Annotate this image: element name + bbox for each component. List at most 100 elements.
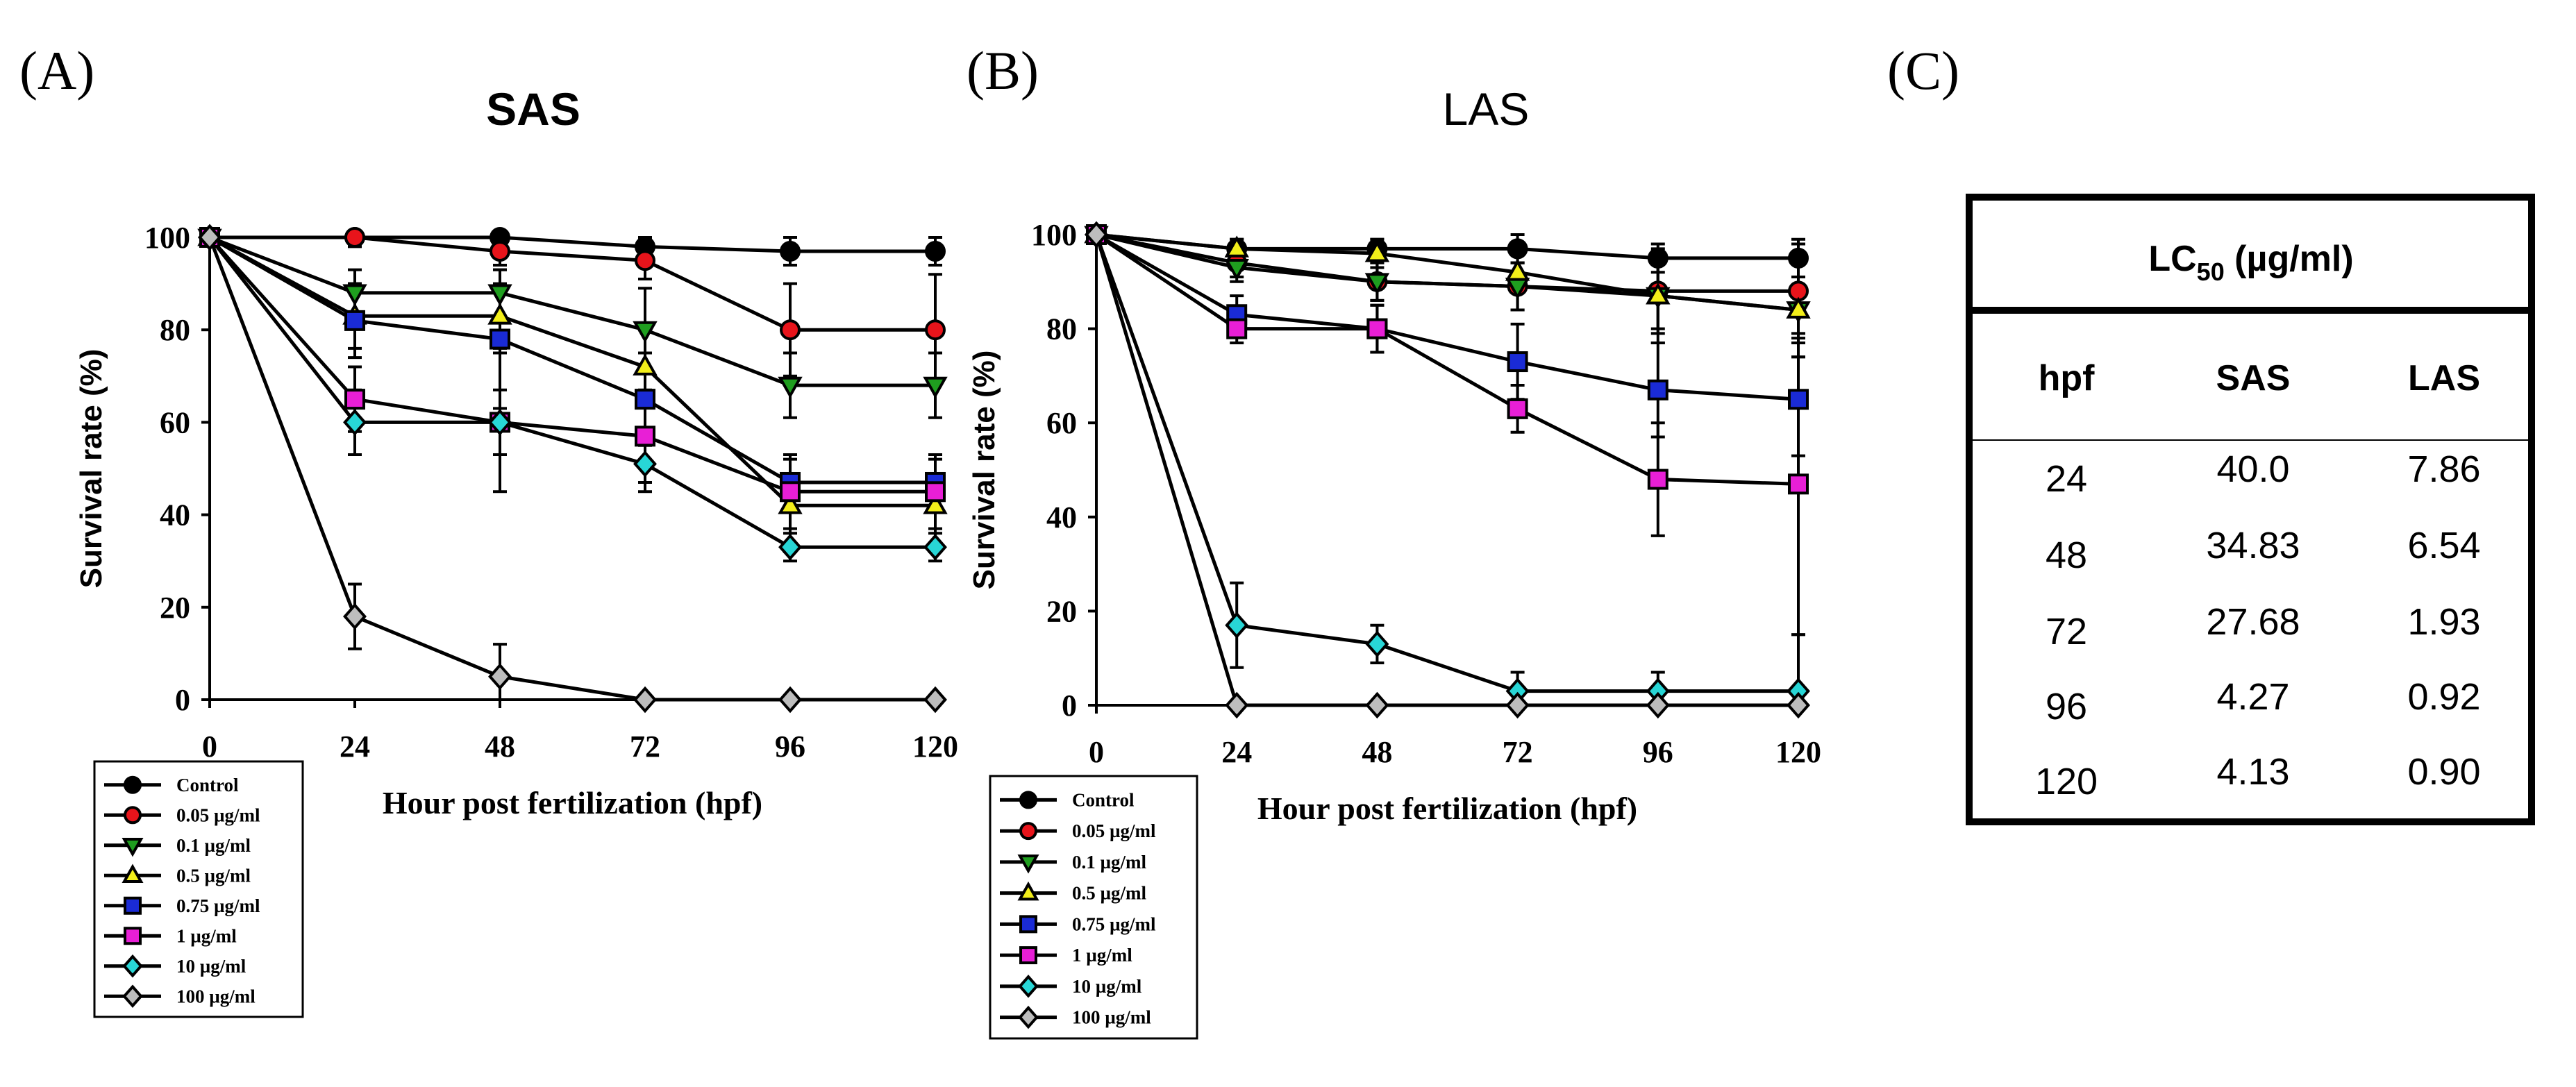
data-point: [1226, 318, 1248, 339]
y-tick-label: 20: [160, 591, 190, 625]
legend-marker: [124, 927, 142, 945]
legend-marker: [1019, 791, 1037, 809]
data-point: [1786, 296, 1811, 319]
data-point: [198, 224, 221, 251]
table-cell: 34.83: [2206, 525, 2300, 566]
series-markers: [1085, 221, 1810, 705]
legend-label: 1 µg/ml: [1072, 945, 1132, 966]
y-tick-label: 60: [160, 405, 190, 439]
data-point: [1505, 691, 1530, 719]
data-point: [1507, 351, 1528, 373]
data-point: [1787, 691, 1810, 719]
y-axis-label: Survival rate (%): [967, 351, 1001, 590]
table-cell: 24: [2046, 458, 2087, 500]
data-point: [778, 376, 803, 399]
x-tick-label: 24: [340, 730, 370, 764]
legend-marker: [122, 837, 144, 857]
data-point: [1365, 630, 1389, 658]
legend-marker: [124, 806, 142, 825]
chart-b-title: LAS: [1443, 83, 1530, 135]
legend-marker: [1019, 822, 1037, 841]
series-markers: [1084, 221, 1811, 319]
series-line: [208, 236, 935, 494]
legend-label: 0.1 µg/ml: [176, 835, 251, 856]
y-tick-label: 40: [160, 498, 190, 532]
legend-marker: [1019, 946, 1037, 965]
legend-label: 10 µg/ml: [1072, 976, 1142, 997]
y-axis-label: Survival rate (%): [74, 349, 108, 589]
series-line: [1096, 233, 1799, 312]
data-point: [344, 389, 365, 410]
table-cell: 96: [2046, 686, 2087, 727]
y-tick-label: 80: [1046, 312, 1077, 346]
data-point: [635, 250, 655, 271]
series-line: [1094, 234, 1798, 707]
data-point: [1788, 389, 1809, 410]
legend-label: 1 µg/ml: [176, 925, 237, 946]
table-cell: 72: [2046, 611, 2087, 652]
data-point: [490, 240, 510, 262]
series-markers: [1084, 226, 1811, 323]
y-tick-label: 0: [175, 683, 190, 717]
table-cell: 0.92: [2407, 676, 2480, 718]
series: [210, 235, 942, 267]
panel-b-letter: (B): [967, 40, 1039, 101]
legend-label: 100 µg/ml: [176, 986, 256, 1006]
data-point: [487, 303, 512, 325]
data-point: [1647, 379, 1668, 401]
data-point: [635, 425, 655, 447]
data-point: [490, 328, 510, 350]
data-point: [1646, 283, 1671, 305]
data-point: [923, 376, 948, 399]
legend-label: 0.75 µg/ml: [176, 895, 260, 916]
table-cell: 4.13: [2216, 751, 2289, 793]
table-row: 96 4.27 0.92: [2046, 676, 2481, 727]
data-point: [925, 319, 946, 341]
legend-marker: [122, 954, 143, 978]
chart-las: 0 20 40 60 80 100 0 24 48 72 96 120 Hour post fertil…: [967, 218, 1821, 826]
table-title: LC50 (µg/ml): [2148, 239, 2353, 286]
data-point: [343, 603, 367, 630]
chart-a-title: SAS: [486, 83, 580, 135]
data-point: [1788, 473, 1809, 495]
data-point: [488, 409, 512, 436]
legend-label: Control: [1072, 789, 1135, 810]
data-point: [633, 353, 658, 376]
data-point: [923, 533, 947, 561]
legend-box: [989, 775, 1198, 1040]
legend-marker: [1019, 915, 1037, 934]
series: [208, 237, 935, 702]
data-point: [1646, 691, 1670, 719]
lc50-table: LC50 (µg/ml) hpf SAS LAS 24 40.0 7.86 48 34.…: [1966, 194, 2535, 825]
data-point: [488, 663, 512, 690]
legend-label: 0.5 µg/ml: [1072, 883, 1147, 904]
table-title-unit: (µg/ml): [2225, 239, 2354, 279]
series-line: [1094, 234, 1798, 693]
data-point: [1364, 273, 1390, 295]
data-point: [633, 450, 657, 478]
data-point: [344, 227, 365, 248]
data-point: [1366, 318, 1388, 339]
data-point: [344, 310, 365, 331]
legend-label: 100 µg/ml: [1072, 1007, 1151, 1028]
series: [209, 235, 942, 419]
legend-box: [93, 760, 304, 1018]
legend-label: 0.05 µg/ml: [176, 804, 260, 825]
y-tick-label: 80: [160, 313, 190, 347]
data-point: [633, 686, 657, 714]
series: [208, 235, 942, 553]
legend-las: Control 0.05 µg/ml 0.1 µg/ml 0.5 µg/ml 0.75 …: [989, 775, 1198, 1040]
data-point: [343, 409, 367, 436]
y-tick-label: 100: [144, 221, 190, 255]
legend-label: 0.5 µg/ml: [176, 865, 251, 886]
table-row: 72 27.68 1.93: [2046, 601, 2481, 652]
series-line: [1095, 233, 1799, 486]
series-markers: [199, 227, 946, 341]
table-header-hpf: hpf: [2039, 358, 2096, 398]
series-line: [210, 235, 935, 253]
table-body: 24 40.0 7.86 48 34.83 6.54 72 27.68 1.93 96 4.27 0.…: [2035, 448, 2481, 802]
legend-marker: [122, 984, 143, 1009]
data-point: [778, 492, 803, 514]
series-markers: [1086, 224, 1809, 495]
